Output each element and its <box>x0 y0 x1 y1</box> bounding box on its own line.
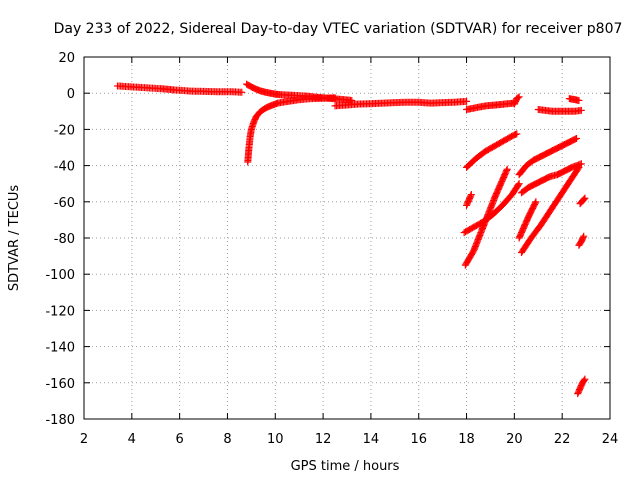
data-point <box>580 195 588 203</box>
series-arc-5 <box>463 99 518 113</box>
series-arc-7 <box>534 105 585 115</box>
series-arc-8 <box>565 95 583 104</box>
series-arc-9 <box>463 130 521 171</box>
x-tick-label: 2 <box>80 432 88 447</box>
x-tick-label: 6 <box>175 432 183 447</box>
data-point <box>577 160 585 168</box>
x-tick-label: 10 <box>267 432 284 447</box>
data-point <box>238 88 246 96</box>
data-point <box>503 165 511 173</box>
y-tick-label: -180 <box>45 413 75 428</box>
y-tick-label: -100 <box>45 268 75 283</box>
x-tick-label: 4 <box>128 432 136 447</box>
data-point <box>581 194 589 202</box>
x-tick-label: 20 <box>506 432 523 447</box>
data-point <box>580 232 588 240</box>
data-point <box>571 135 579 143</box>
data-point <box>467 191 475 199</box>
data-point <box>515 93 523 101</box>
data-point <box>514 181 522 189</box>
y-tick-label: -120 <box>45 304 75 319</box>
y-axis-label: SDTVAR / TECUs <box>7 185 22 292</box>
data-point <box>574 165 582 173</box>
y-tick-label: -140 <box>45 341 75 356</box>
data-layer <box>113 80 589 398</box>
series-arc-10 <box>463 191 475 209</box>
x-axis-label: GPS time / hours <box>291 459 400 474</box>
x-tick-label: 14 <box>363 432 380 447</box>
data-point <box>575 96 583 104</box>
data-point <box>532 198 540 206</box>
data-point <box>514 94 522 102</box>
series-arc-3 <box>244 94 339 166</box>
x-tick-label: 12 <box>315 432 332 447</box>
y-tick-label: -80 <box>54 232 75 247</box>
series-arc-1 <box>113 82 246 96</box>
series-arc-4 <box>331 97 471 110</box>
tick-layer: 2 4 6 8 10 12 14 16 18 20 22 24200-20-40-60-80-100-… <box>45 51 618 447</box>
x-tick-label: 24 <box>602 432 619 447</box>
x-tick-label: 18 <box>458 432 475 447</box>
y-tick-label: -40 <box>54 160 75 175</box>
series-arc-16 <box>518 163 583 256</box>
data-point <box>513 130 521 138</box>
data-point <box>463 97 471 105</box>
data-point <box>515 180 523 188</box>
series-arc-19 <box>574 375 589 398</box>
series-arc-15 <box>515 198 540 242</box>
x-tick-label: 16 <box>410 432 427 447</box>
data-point <box>331 94 339 102</box>
y-tick-label: -20 <box>54 123 75 138</box>
series-arc-18 <box>575 232 588 249</box>
data-point <box>575 163 583 171</box>
data-point <box>531 199 539 207</box>
y-tick-label: 0 <box>67 87 75 102</box>
x-tick-label: 22 <box>554 432 571 447</box>
chart-title: Day 233 of 2022, Sidereal Day-to-day VTE… <box>54 21 623 37</box>
data-point <box>573 134 581 142</box>
y-tick-label: 20 <box>58 51 75 66</box>
y-tick-label: -160 <box>45 377 75 392</box>
data-point <box>577 106 585 114</box>
series-arc-12 <box>461 165 511 269</box>
y-tick-label: -60 <box>54 196 75 211</box>
grid-layer <box>84 57 610 419</box>
x-tick-label: 8 <box>223 432 231 447</box>
series-arc-13 <box>515 134 581 179</box>
data-point <box>580 376 588 384</box>
series-arc-6 <box>510 93 523 108</box>
data-point <box>581 375 589 383</box>
series-arc-17 <box>576 194 589 208</box>
